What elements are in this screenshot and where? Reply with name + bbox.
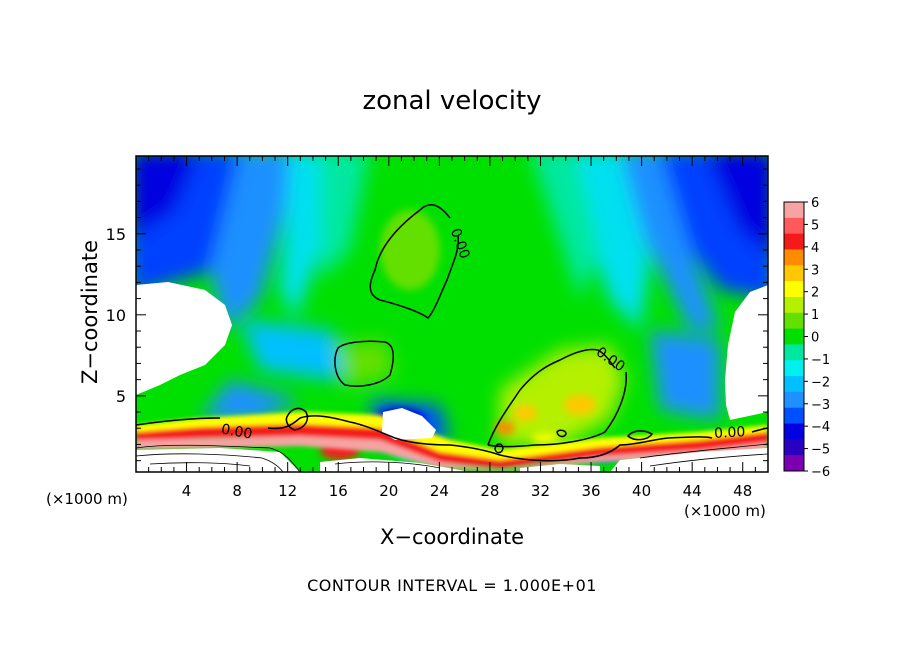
colorbar-label: 1 — [811, 308, 819, 323]
colorbar-segment — [784, 455, 804, 472]
colorbar-segment — [784, 391, 804, 409]
colorbar-label: −4 — [811, 420, 830, 435]
colorbar-label: 0 — [811, 331, 819, 346]
x-tick-label: 12 — [278, 482, 297, 500]
colorbar-label: −5 — [811, 443, 830, 458]
colorbar-label: −3 — [811, 398, 830, 413]
x-unit-right: (×1000 m) — [684, 502, 766, 520]
x-tick-label: 28 — [480, 482, 499, 500]
x-tick-label: 24 — [430, 482, 449, 500]
x-tick-label: 40 — [632, 482, 651, 500]
colorbar-segment — [784, 296, 804, 314]
colorbar-label: 5 — [811, 218, 819, 233]
colorbar-segment — [784, 217, 804, 235]
contour-interval-note: CONTOUR INTERVAL = 1.000E+01 — [307, 576, 597, 595]
colorbar-segment — [784, 376, 804, 393]
contour-label: 0.00 — [220, 421, 253, 442]
colorbar-segment — [784, 312, 804, 330]
x-axis-label: X−coordinate — [380, 525, 524, 549]
colorbar-segment — [784, 249, 804, 266]
x-tick-label: 32 — [531, 482, 550, 500]
colorbar-segment — [784, 423, 804, 440]
x-tick-label: 20 — [379, 482, 398, 500]
colorbar-segment — [784, 281, 804, 298]
colorbar-segment — [784, 344, 804, 361]
x-tick-label: 44 — [683, 482, 702, 500]
colorbar-segment — [784, 202, 804, 219]
x-unit-left: (×1000 m) — [46, 490, 128, 508]
x-tick-label: 8 — [232, 482, 242, 500]
colorbar-segment — [784, 439, 804, 456]
colorbar — [783, 201, 808, 472]
colorbar-segment — [784, 265, 804, 282]
colorbar-label: −2 — [811, 375, 830, 390]
x-tick-label: 16 — [329, 482, 348, 500]
colorbar-segment — [784, 407, 804, 425]
y-tick-label: 5 — [116, 387, 126, 406]
velocity-field: 0.000.000.000.00 — [136, 156, 768, 472]
colorbar-label: 6 — [811, 196, 819, 211]
colorbar-label: 2 — [811, 286, 819, 301]
chart-title: zonal velocity — [362, 86, 542, 116]
colorbar-segment — [784, 328, 804, 345]
colorbar-label: −6 — [811, 465, 830, 480]
colorbar-label: −1 — [811, 353, 830, 368]
colorbar-segment — [784, 233, 804, 250]
x-tick-label: 36 — [581, 482, 600, 500]
x-tick-labels: 4 8 12 16 20 24 28 32 36 40 44 48 — [182, 482, 752, 500]
colorbar-label: 3 — [811, 263, 819, 278]
axis-ticks — [135, 156, 769, 472]
colorbar-label: 4 — [811, 241, 819, 256]
y-tick-label: 15 — [106, 225, 126, 244]
x-tick-label: 4 — [182, 482, 192, 500]
y-tick-label: 10 — [106, 306, 126, 325]
y-tick-labels: 5 10 15 — [106, 225, 126, 406]
x-tick-label: 48 — [733, 482, 752, 500]
contour-label: 0.00 — [714, 424, 746, 442]
colorbar-labels: 6 5 4 3 2 1 0 −1 −2 −3 −4 −5 −6 — [811, 196, 830, 480]
colorbar-segment — [784, 360, 804, 377]
